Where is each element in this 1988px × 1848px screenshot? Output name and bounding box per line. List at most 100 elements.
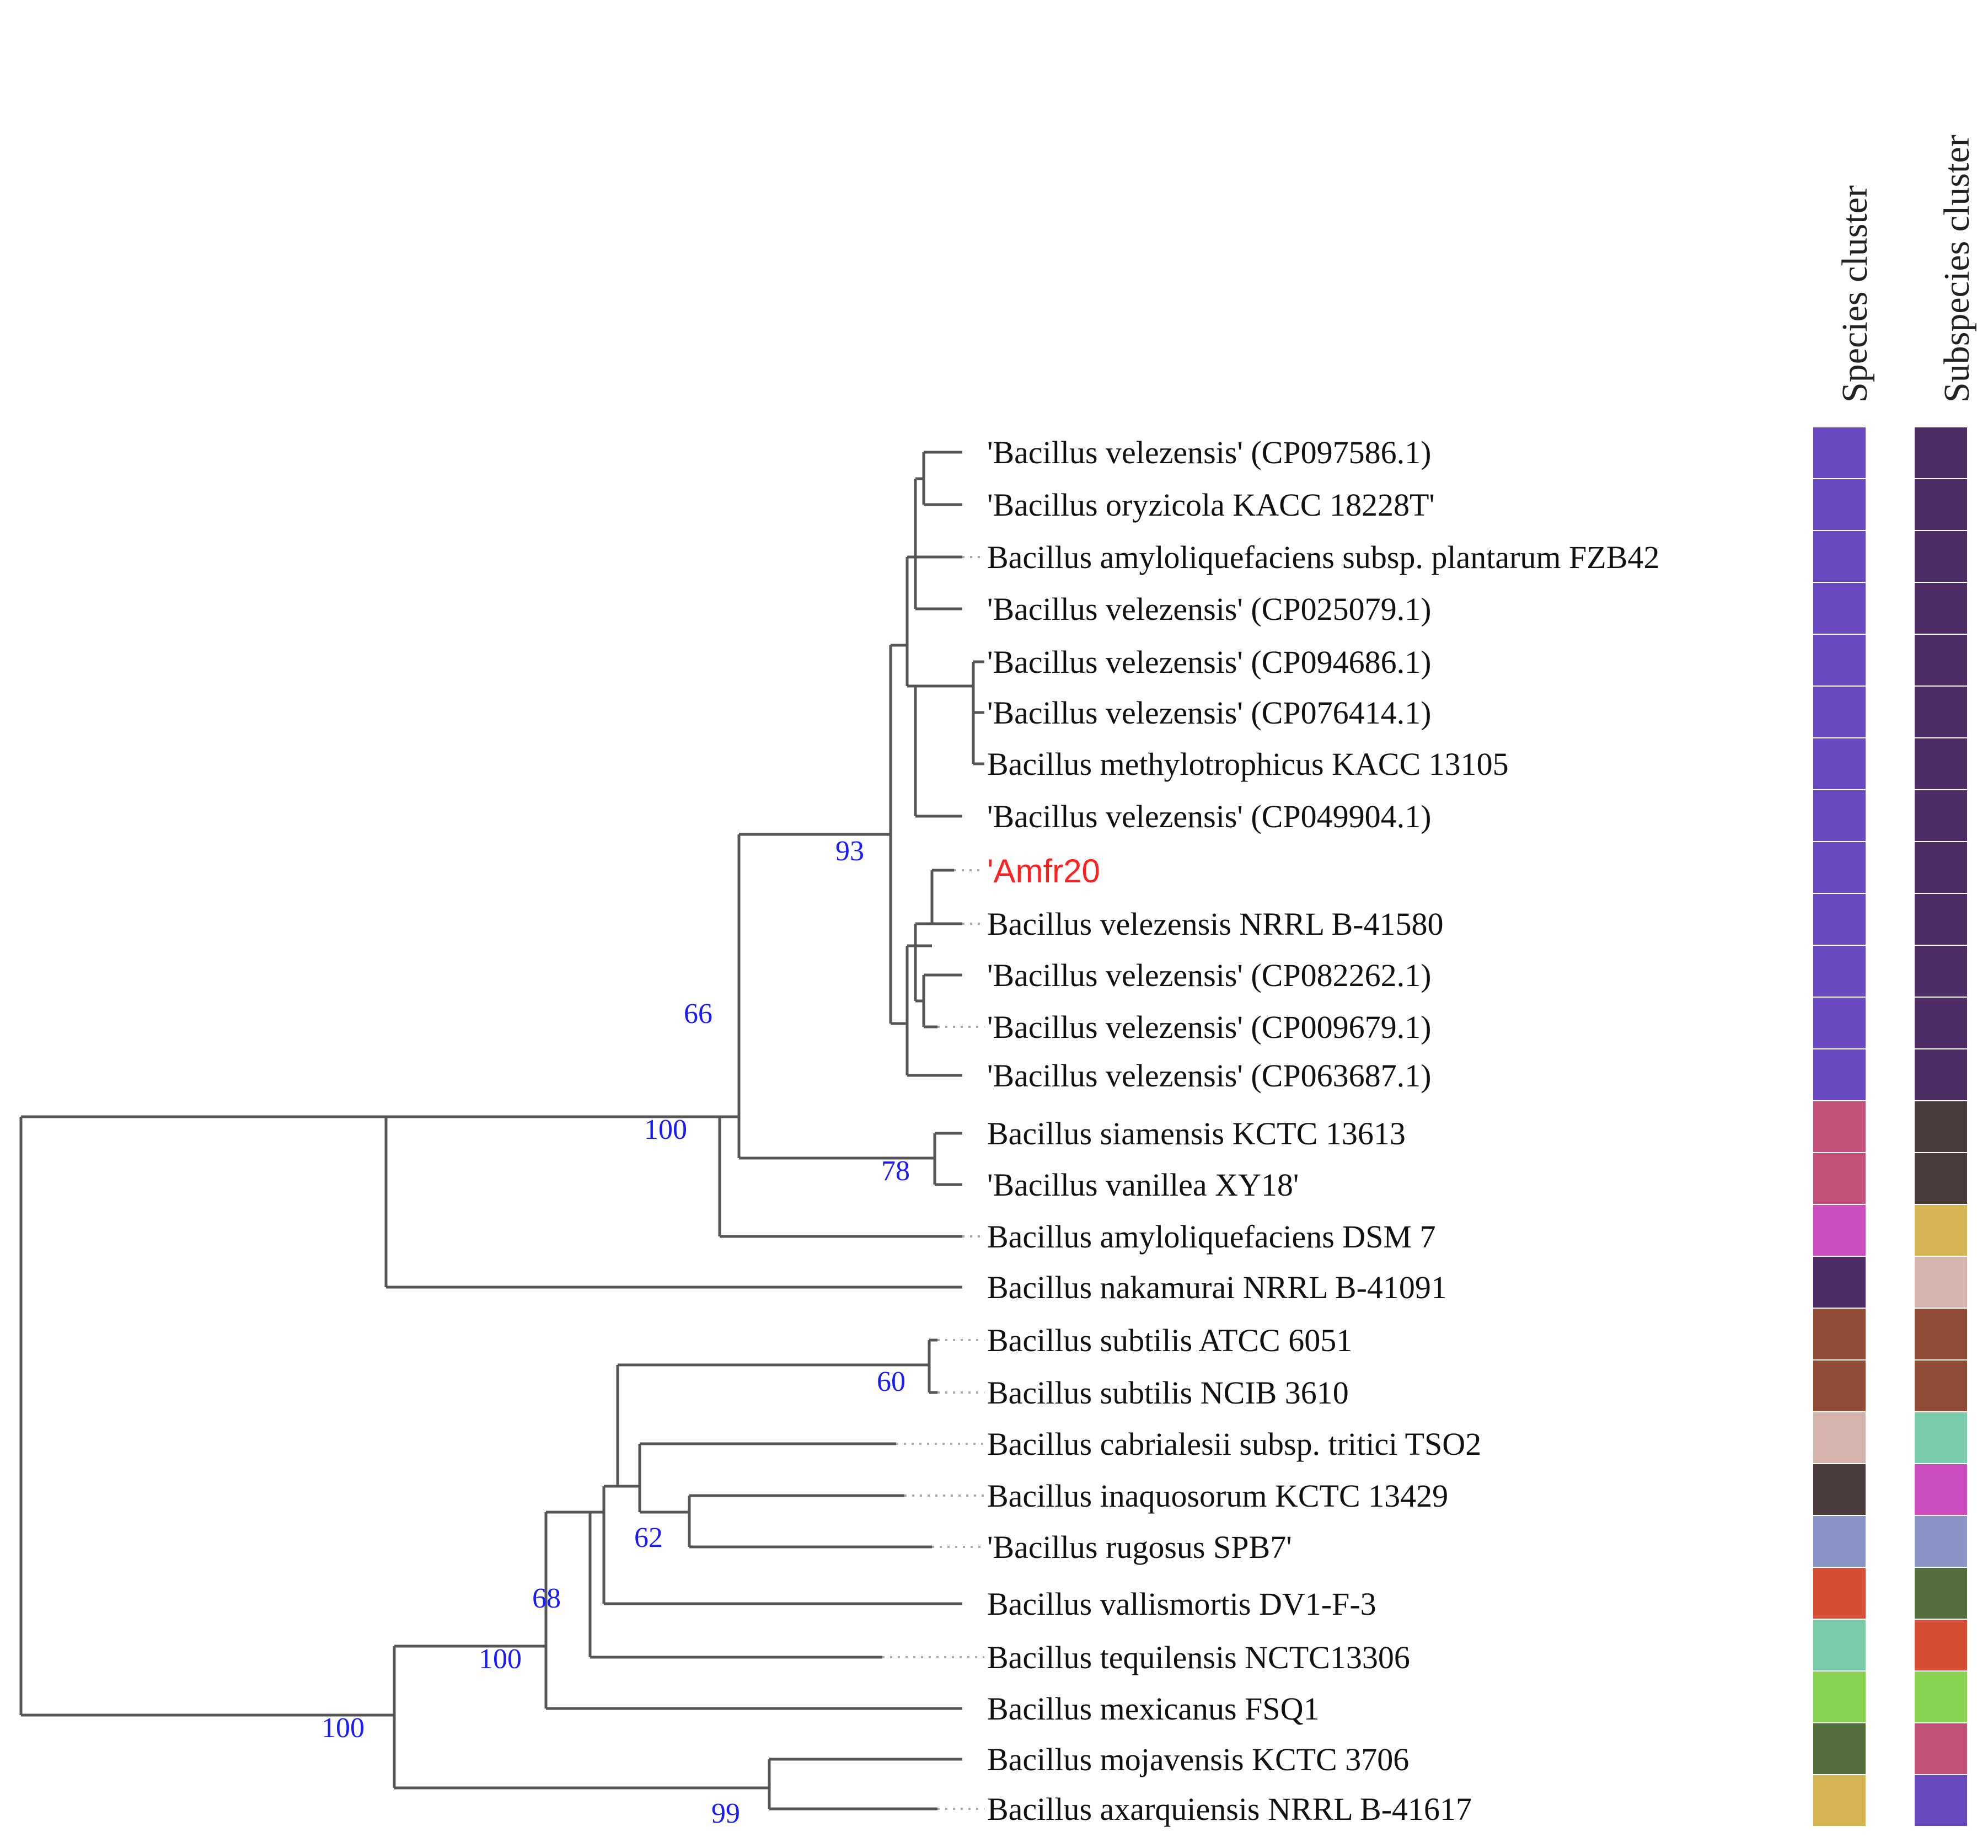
leaf-label: Bacillus siamensis KCTC 13613 [987, 1116, 1406, 1151]
bootstrap-value: 99 [711, 1798, 740, 1829]
bootstrap-value: 68 [532, 1583, 561, 1614]
leaf-label: Bacillus tequilensis NCTC13306 [987, 1640, 1410, 1675]
subspecies-cluster-cell [1915, 1723, 1967, 1774]
leaf-label: 'Bacillus oryzicola KACC 18228T' [987, 487, 1435, 523]
bootstrap-value: 62 [634, 1522, 663, 1554]
species-cluster-cell [1813, 946, 1866, 997]
species-cluster-cell [1813, 531, 1866, 582]
species-cluster-cell [1813, 635, 1866, 685]
species-cluster-cell [1813, 1464, 1866, 1515]
species-cluster-cell [1813, 427, 1866, 478]
species-cluster-cell [1813, 1775, 1866, 1826]
bootstrap-values: 93 66 100 78 60 62 68 100 100 99 [321, 835, 910, 1829]
leaf-label: Bacillus amyloliquefaciens subsp. planta… [987, 539, 1659, 575]
leaf-label: 'Bacillus velezensis' (CP049904.1) [987, 799, 1431, 834]
subspecies-cluster-cell [1915, 842, 1967, 893]
subspecies-cluster-cell [1915, 531, 1967, 582]
leaf-label: 'Bacillus rugosus SPB7' [987, 1529, 1292, 1565]
leaf-label: 'Bacillus velezensis' (CP097586.1) [987, 435, 1431, 470]
leaf-label: Bacillus cabrialesii subsp. tritici TSO2 [987, 1426, 1481, 1462]
leaf-label: 'Bacillus velezensis' (CP094686.1) [987, 644, 1431, 680]
bootstrap-value: 60 [877, 1366, 905, 1397]
leaf-label: 'Bacillus velezensis' (CP063687.1) [987, 1058, 1431, 1094]
subspecies-cluster-cell [1915, 635, 1967, 685]
species-cluster-cell [1813, 1049, 1866, 1100]
subspecies-cluster-cell [1915, 946, 1967, 997]
species-cluster-cell [1813, 1568, 1866, 1619]
species-cluster-cell [1813, 1516, 1866, 1567]
subspecies-cluster-cell [1915, 1516, 1967, 1567]
subspecies-cluster-cell [1915, 1360, 1967, 1411]
subspecies-cluster-cell [1915, 894, 1967, 945]
leaf-label-highlighted: 'Amfr20 [987, 853, 1100, 890]
subspecies-cluster-cell [1915, 1049, 1967, 1100]
subspecies-cluster-cell [1915, 1568, 1967, 1619]
leaf-label: Bacillus velezensis NRRL B-41580 [987, 906, 1443, 942]
subspecies-cluster-cell [1915, 583, 1967, 634]
leaf-label: 'Bacillus velezensis' (CP025079.1) [987, 591, 1431, 627]
leaf-labels: 'Bacillus velezensis' (CP097586.1) 'Baci… [987, 435, 1659, 1827]
species-cluster-cell [1813, 479, 1866, 530]
species-cluster-header: Species cluster [1835, 185, 1875, 403]
leaf-label: Bacillus axarquiensis NRRL B-41617 [987, 1791, 1472, 1827]
species-cluster-cell [1813, 1101, 1866, 1152]
species-cluster-cell [1813, 894, 1866, 945]
species-cluster-cell [1813, 1672, 1866, 1722]
species-cluster-cell [1813, 1620, 1866, 1670]
subspecies-cluster-cell [1915, 1101, 1967, 1152]
leaf-label: 'Bacillus velezensis' (CP076414.1) [987, 695, 1431, 731]
leaf-label: Bacillus subtilis NCIB 3610 [987, 1375, 1349, 1411]
species-cluster-cell [1813, 998, 1866, 1048]
species-cluster-cell [1813, 1360, 1866, 1411]
species-cluster-strip [1813, 427, 1866, 1826]
subspecies-cluster-cell [1915, 1257, 1967, 1308]
subspecies-cluster-cell [1915, 1620, 1967, 1670]
species-cluster-cell [1813, 1257, 1866, 1308]
species-cluster-cell [1813, 842, 1866, 893]
subspecies-cluster-cell [1915, 1205, 1967, 1256]
leaf-label: Bacillus inaquosorum KCTC 13429 [987, 1478, 1448, 1514]
species-cluster-cell [1813, 1205, 1866, 1256]
bootstrap-value: 100 [321, 1712, 365, 1744]
bootstrap-value: 93 [835, 835, 864, 867]
bootstrap-value: 66 [684, 998, 712, 1030]
species-cluster-cell [1813, 738, 1866, 789]
species-cluster-cell [1813, 1153, 1866, 1204]
subspecies-cluster-cell [1915, 1775, 1967, 1826]
subspecies-cluster-strip [1915, 427, 1967, 1826]
subspecies-cluster-cell [1915, 1153, 1967, 1204]
subspecies-cluster-cell [1915, 1309, 1967, 1359]
bootstrap-value: 78 [881, 1155, 910, 1187]
subspecies-cluster-cell [1915, 998, 1967, 1048]
species-cluster-cell [1813, 687, 1866, 737]
subspecies-cluster-cell [1915, 1464, 1967, 1515]
leaf-label: Bacillus vallismortis DV1-F-3 [987, 1586, 1376, 1622]
species-cluster-cell [1813, 1412, 1866, 1463]
subspecies-cluster-cell [1915, 687, 1967, 737]
subspecies-cluster-header: Subspecies cluster [1937, 135, 1977, 403]
leaf-label: 'Bacillus vanillea XY18' [987, 1167, 1299, 1203]
species-cluster-cell [1813, 790, 1866, 841]
leaf-label: Bacillus amyloliquefaciens DSM 7 [987, 1219, 1435, 1255]
leaf-label: Bacillus mexicanus FSQ1 [987, 1691, 1320, 1727]
leaf-label: 'Bacillus velezensis' (CP009679.1) [987, 1009, 1431, 1045]
species-cluster-cell [1813, 1723, 1866, 1774]
subspecies-cluster-cell [1915, 1672, 1967, 1722]
bootstrap-value: 100 [644, 1114, 687, 1145]
tree-branches [19, 451, 984, 1810]
subspecies-cluster-cell [1915, 790, 1967, 841]
subspecies-cluster-cell [1915, 427, 1967, 478]
species-cluster-cell [1813, 1309, 1866, 1359]
leaf-label: Bacillus nakamurai NRRL B-41091 [987, 1270, 1447, 1305]
tree-leader-dots [882, 556, 984, 1810]
subspecies-cluster-cell [1915, 1412, 1967, 1463]
leaf-label: Bacillus methylotrophicus KACC 13105 [987, 746, 1509, 782]
subspecies-cluster-cell [1915, 479, 1967, 530]
species-cluster-cell [1813, 583, 1866, 634]
leaf-label: Bacillus mojavensis KCTC 3706 [987, 1742, 1409, 1777]
leaf-label: Bacillus subtilis ATCC 6051 [987, 1322, 1352, 1358]
bootstrap-value: 100 [479, 1643, 522, 1675]
subspecies-cluster-cell [1915, 738, 1967, 789]
leaf-label: 'Bacillus velezensis' (CP082262.1) [987, 957, 1431, 993]
